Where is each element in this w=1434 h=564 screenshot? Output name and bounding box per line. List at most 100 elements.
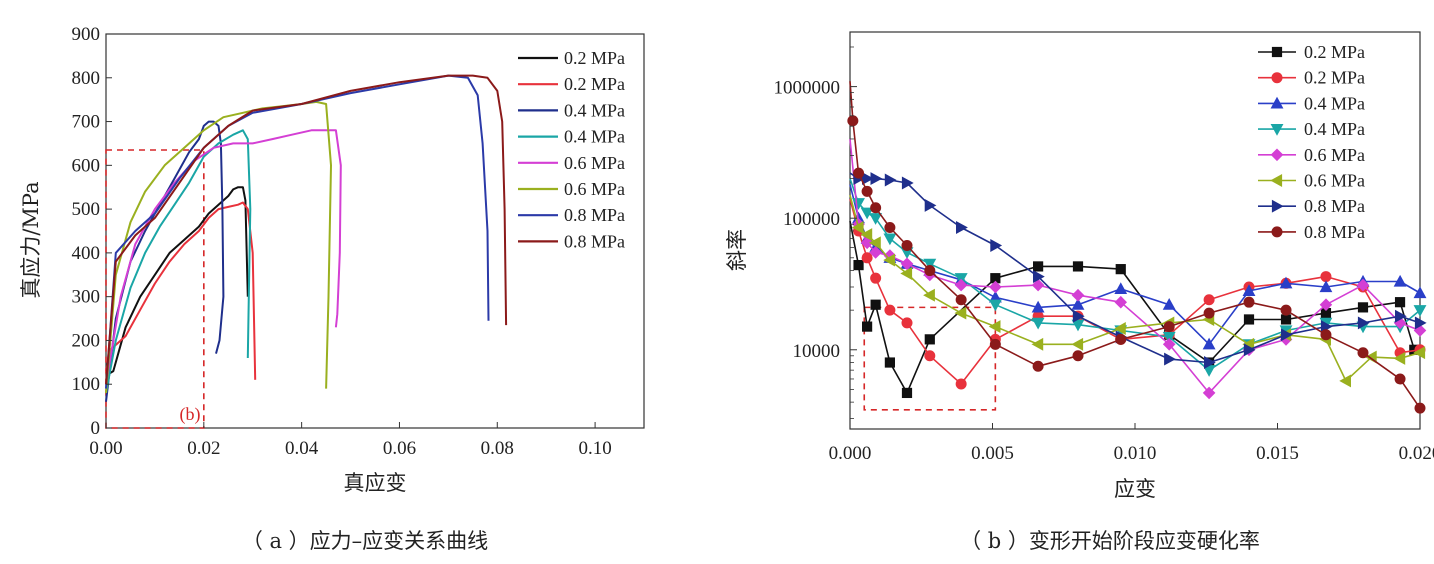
data-point-b-4: [1114, 295, 1128, 309]
data-point-b-0: [1115, 264, 1126, 275]
data-point-b-5: [954, 306, 967, 320]
x-tick-label-b: 0.005: [971, 443, 1014, 464]
data-point-b-0: [1280, 314, 1292, 325]
data-point-b-0: [901, 387, 913, 399]
data-point-b-0: [1357, 302, 1369, 313]
legend-label-b-0: 0.2 MPa: [1304, 42, 1365, 62]
y-tick-label-a: 500: [72, 199, 101, 220]
data-point-b-5: [1114, 322, 1126, 335]
x-tick-label-a: 0.08: [481, 438, 514, 459]
legend-marker-b-1: [1271, 72, 1283, 84]
plot-frame-a: [105, 33, 645, 429]
data-point-b-6: [1414, 316, 1427, 330]
data-point-b-4: [989, 280, 1002, 294]
data-point-b-7: [924, 265, 936, 277]
data-point-b-7: [861, 185, 873, 197]
data-point-b-4: [1071, 288, 1085, 302]
data-point-b-4: [869, 246, 883, 259]
data-point-b-2: [1162, 298, 1176, 310]
data-point-b-1: [884, 304, 896, 316]
data-point-b-1: [861, 252, 873, 264]
x-axis-label-a: 真应变: [344, 471, 407, 495]
series-markers-b-0: [853, 260, 1420, 399]
y-tick-label-a: 400: [72, 243, 101, 264]
series-line-b-3: [849, 178, 1421, 372]
data-point-b-1: [870, 272, 882, 284]
data-point-b-0: [1243, 314, 1255, 325]
data-point-b-0: [1072, 261, 1084, 272]
caption-b: （ b ）变形开始阶段应变硬化率: [960, 529, 1260, 553]
data-point-b-4: [1319, 298, 1333, 312]
data-point-b-7: [853, 167, 865, 179]
data-point-b-7: [870, 202, 882, 214]
series-line-a-0: [105, 186, 249, 377]
data-point-b-1: [1203, 294, 1215, 306]
legend-label-b-6: 0.8 MPa: [1304, 196, 1365, 216]
data-point-b-3: [1413, 305, 1427, 317]
data-point-b-4: [1162, 337, 1176, 351]
legend-label-a-3: 0.4 MPa: [564, 127, 625, 147]
x-ticks-b: 0.000 0.005 0.010 0.015 0.020: [829, 423, 1434, 464]
data-point-b-3: [869, 213, 883, 225]
y-tick-label-a: 300: [72, 287, 101, 308]
data-point-b-6: [870, 172, 883, 186]
data-point-b-6: [862, 172, 874, 186]
x-tick-label-a: 0.00: [89, 438, 122, 459]
data-point-b-3: [954, 273, 968, 285]
legend-marker-b-6: [1271, 199, 1284, 213]
data-point-b-6: [990, 239, 1003, 252]
data-point-b-7: [1243, 296, 1255, 308]
data-point-b-6: [956, 221, 968, 234]
data-point-b-3: [1071, 319, 1085, 332]
stress-strain-chart: 0.00 0.02 0.04 0.06 0.08 0.10 0 100 200 300 400 50…: [19, 24, 645, 553]
data-point-b-7: [1032, 360, 1044, 372]
series-line-b-1: [849, 198, 1421, 385]
data-point-b-1: [901, 317, 913, 329]
data-point-b-7: [1163, 321, 1175, 333]
legend-marker-b-0: [1271, 46, 1283, 58]
y-tick-label-a: 600: [72, 155, 101, 176]
data-point-b-4: [1031, 278, 1045, 292]
series-markers-b-5: [851, 221, 1426, 388]
data-point-b-2: [1114, 282, 1128, 294]
x-tick-label-b: 0.020: [1399, 443, 1434, 464]
legend-label-a-4: 0.6 MPa: [564, 153, 625, 173]
data-point-b-0: [924, 334, 935, 345]
data-point-b-7: [1072, 350, 1084, 362]
data-point-b-5: [988, 320, 1001, 334]
legend-label-b-5: 0.6 MPa: [1304, 171, 1365, 191]
data-point-b-7: [1203, 307, 1215, 319]
legend-marker-b-7: [1271, 226, 1283, 238]
y-tick-label-a: 900: [72, 24, 101, 45]
data-point-b-6: [1243, 343, 1256, 357]
data-point-b-0: [862, 321, 873, 332]
y-tick-label-b: 100000: [783, 209, 840, 230]
data-point-b-6: [884, 173, 897, 187]
zoom-box-b: [863, 306, 997, 411]
data-point-b-5: [1413, 346, 1426, 360]
data-point-b-6: [1033, 270, 1045, 284]
data-point-b-3: [923, 258, 937, 271]
data-point-b-5: [1339, 374, 1351, 388]
y-tick-label-a: 200: [72, 330, 101, 351]
data-point-b-3: [1162, 331, 1176, 344]
data-point-b-5: [868, 236, 881, 250]
data-point-b-4: [1202, 386, 1216, 400]
x-tick-label-a: 0.06: [383, 438, 416, 459]
data-point-b-1: [955, 378, 967, 390]
series-line-a-5: [105, 100, 332, 394]
series-line-a-1: [105, 201, 257, 380]
y-ticks-a: 0 100 200 300 400 500 600 700 800 900: [72, 24, 112, 439]
data-point-b-2: [1031, 300, 1045, 313]
x-tick-label-b: 0.000: [829, 443, 872, 464]
data-point-b-2: [1242, 284, 1256, 296]
data-point-b-5: [860, 228, 873, 242]
data-point-b-6: [1357, 316, 1370, 330]
data-point-b-6: [924, 198, 937, 212]
y-axis-label-b: 斜率: [725, 229, 749, 271]
legend-marker-b-5: [1270, 174, 1283, 187]
series-lines-a: [105, 74, 508, 402]
series-markers-b-7: [847, 115, 1426, 414]
data-point-b-7: [847, 115, 859, 127]
